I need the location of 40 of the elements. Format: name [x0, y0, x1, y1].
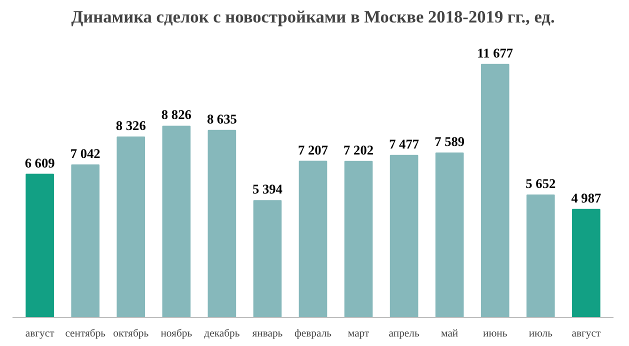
data-label: 11 677 — [477, 45, 514, 60]
bar — [344, 160, 373, 318]
bar — [526, 194, 555, 318]
data-label: 5 394 — [252, 182, 283, 197]
bar — [162, 126, 191, 318]
x-tick-label: июль — [528, 328, 553, 340]
x-tick-label: август — [25, 328, 55, 340]
bar — [71, 164, 100, 318]
x-tick-label: август — [572, 328, 601, 340]
bar — [480, 64, 510, 318]
bar — [26, 174, 54, 318]
x-tick-label: март — [348, 328, 370, 340]
data-label: 6 609 — [24, 155, 56, 170]
bar — [572, 208, 600, 318]
bar — [390, 154, 418, 318]
x-tick-label: ноябрь — [160, 328, 192, 340]
x-tick-label: январь — [252, 328, 283, 340]
data-label: 8 326 — [116, 118, 146, 134]
x-tick-label: апрель — [388, 328, 420, 340]
bar — [208, 130, 236, 318]
x-tick-label: декабрь — [204, 328, 240, 340]
chart-title: Динамика сделок с новостройками в Москве 2018-2019 гг., ед. — [71, 8, 555, 26]
data-label: 8 635 — [206, 111, 238, 126]
data-label: 8 826 — [161, 107, 192, 122]
data-label: 7 207 — [298, 142, 328, 158]
bar — [253, 200, 282, 318]
data-label: 7 202 — [344, 142, 374, 158]
x-tick-label: июнь — [483, 328, 508, 340]
x-tick-label: май — [441, 328, 458, 340]
data-label: 5 652 — [526, 176, 556, 191]
bar — [435, 152, 464, 318]
bar — [298, 160, 328, 318]
data-label: 4 987 — [571, 190, 602, 206]
data-label: 7 477 — [389, 136, 420, 152]
x-tick-label: февраль — [294, 328, 332, 340]
data-label: 7 042 — [70, 146, 101, 161]
data-label: 7 589 — [434, 134, 465, 150]
bar — [116, 136, 146, 318]
x-tick-label: октябрь — [113, 328, 149, 340]
x-tick-label: сентябрь — [65, 328, 106, 340]
